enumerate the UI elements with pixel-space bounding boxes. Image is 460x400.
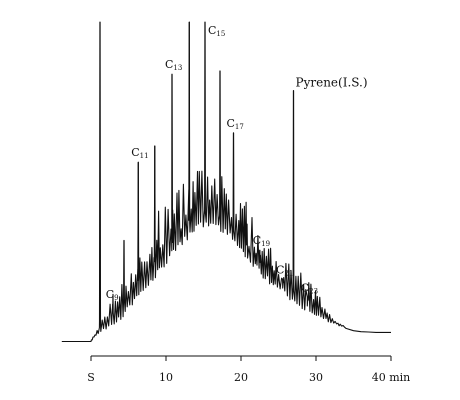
x-tick-label-3: 30 [309, 371, 323, 384]
peak-label-c23: C23 [301, 281, 318, 295]
x-tick-label-1: 10 [159, 371, 173, 384]
peak-label-c17: C17 [227, 117, 244, 131]
peak-label-c13: C13 [165, 58, 182, 72]
x-axis: S 10 20 30 40 min [87, 355, 411, 384]
peak-label-c11: C11 [131, 146, 148, 160]
x-tick-label-0: S [87, 371, 95, 384]
x-tick-label-4: 40 min [372, 371, 411, 384]
peak-label-c15: C15 [208, 24, 225, 38]
peak-markers [99, 22, 309, 321]
peak-labels: C9 C11 C13 C15 C17 C19 C21 Pyrene(I.S.) C23 [106, 24, 368, 302]
peak-label-pyrene-i-s-: Pyrene(I.S.) [296, 75, 368, 89]
peak-label-c9: C9 [106, 288, 119, 302]
x-tick-label-2: 20 [234, 371, 248, 384]
peak-label-c19: C19 [253, 234, 270, 248]
peak-label-c21: C21 [276, 264, 293, 278]
